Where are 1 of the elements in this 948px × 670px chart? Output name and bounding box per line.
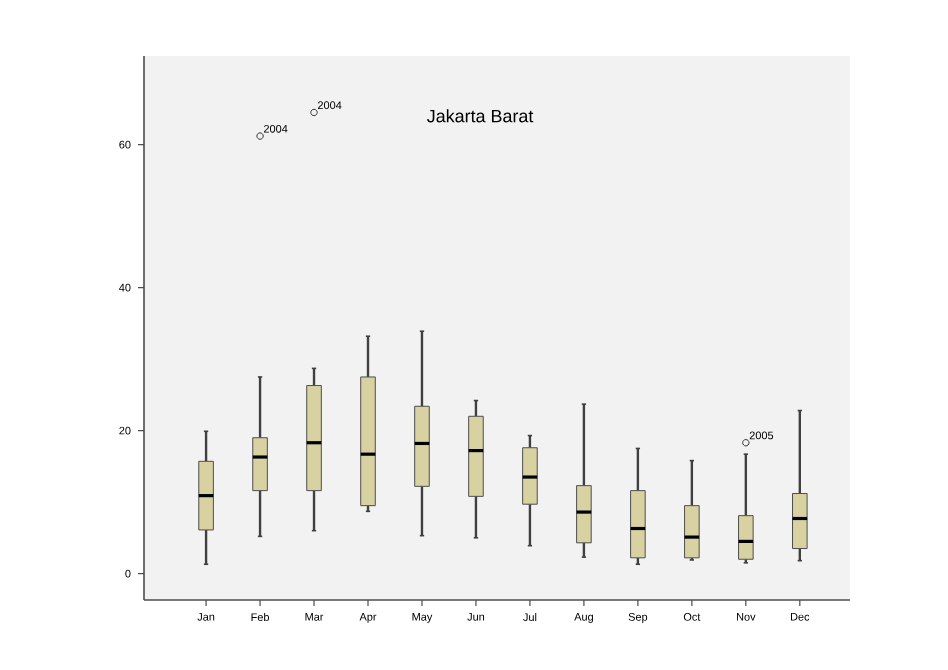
text: Jakarta Barat bbox=[427, 109, 534, 123]
